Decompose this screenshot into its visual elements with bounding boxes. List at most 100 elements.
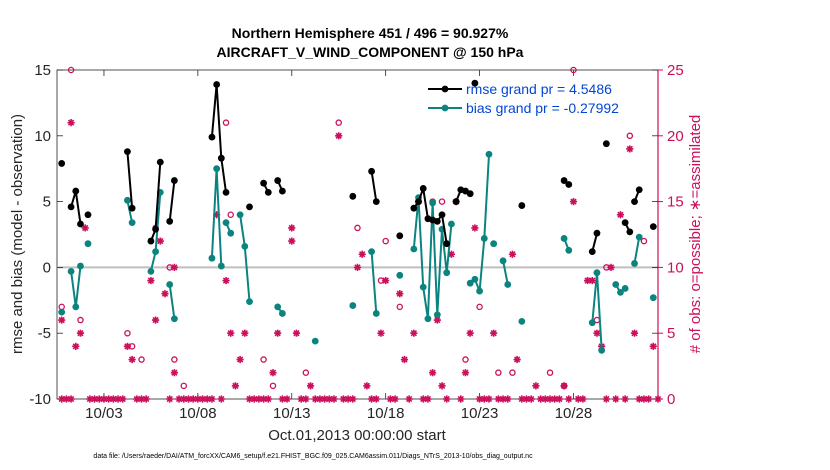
obs-assimilated-marker (255, 395, 263, 403)
obs-assimilated-marker (400, 355, 409, 364)
obs-assimilated-marker (213, 211, 221, 219)
obs-assimilated-marker (583, 276, 592, 285)
obs-possible-marker (476, 303, 483, 311)
rmse-point (433, 217, 441, 225)
rmse-point (58, 160, 66, 167)
obs-assimilated-marker (175, 395, 183, 403)
obs-assimilated-marker (654, 395, 662, 403)
obs-assimilated-marker (274, 329, 282, 337)
rmse-point (208, 133, 216, 141)
obs-assimilated-marker (429, 369, 437, 377)
obs-assimilated-marker (288, 224, 296, 232)
obs-assimilated-marker (180, 395, 188, 403)
obs-assimilated-marker (466, 329, 474, 337)
obs-assimilated-marker (194, 395, 202, 403)
obs-assimilated-marker (349, 395, 357, 403)
rmse-point (466, 190, 474, 198)
rmse-point (621, 219, 629, 227)
obs-assimilated-marker (344, 395, 352, 403)
rmse-point (264, 188, 272, 196)
obs-assimilated-marker (386, 395, 394, 403)
obs-possible-marker (77, 316, 84, 324)
obs-assimilated-marker (316, 395, 324, 403)
obs-possible-marker (438, 198, 446, 205)
obs-assimilated-marker (217, 395, 225, 403)
obs-assimilated-marker (574, 395, 582, 403)
obs-assimilated-marker (152, 316, 160, 324)
bias-point (246, 298, 253, 306)
bias-point (349, 302, 357, 309)
obs-assimilated-marker (306, 382, 315, 390)
bias-point (480, 235, 488, 242)
y-right-tick-label: 0 (667, 391, 675, 408)
bias-point (84, 240, 92, 248)
rmse-point (438, 211, 446, 219)
y-tick-label: 0 (43, 259, 51, 276)
obs-assimilated-marker (635, 395, 643, 403)
obs-assimilated-marker (105, 395, 113, 403)
obs-assimilated-marker (166, 395, 174, 403)
rmse-point (443, 240, 451, 248)
rmse-point (152, 225, 160, 233)
obs-assimilated-marker (555, 395, 563, 403)
obs-assimilated-marker (278, 395, 286, 403)
obs-assimilated-marker (90, 395, 99, 403)
obs-assimilated-marker (447, 250, 456, 258)
chart-title-line1: Northern Hemisphere 451 / 496 = 90.927% (232, 25, 509, 41)
obs-assimilated-marker (203, 395, 211, 403)
obs-possible-marker (509, 369, 516, 376)
obs-assimilated-marker (508, 250, 517, 258)
obs-assimilated-marker (377, 329, 385, 337)
y-right-tick-label: 15 (667, 194, 684, 211)
bias-point (560, 235, 568, 242)
rmse-point (156, 158, 164, 166)
obs-assimilated-marker (189, 395, 197, 403)
obs-assimilated-marker (645, 395, 653, 403)
obs-assimilated-marker (119, 395, 127, 403)
obs-assimilated-marker (288, 237, 296, 245)
obs-assimilated-marker (269, 369, 277, 377)
bias-point (217, 262, 225, 270)
bias-point (67, 267, 75, 275)
bias-point (429, 199, 437, 207)
obs-assimilated-marker (363, 382, 371, 390)
obs-assimilated-marker (626, 145, 634, 153)
obs-assimilated-marker (396, 290, 404, 298)
rmse-point (217, 154, 225, 162)
bias-point (147, 267, 155, 275)
obs-possible-marker (462, 356, 469, 363)
rmse-point (649, 223, 657, 231)
obs-assimilated-marker (81, 224, 89, 232)
obs-assimilated-marker (532, 382, 540, 390)
obs-assimilated-marker (321, 395, 329, 403)
bias-point (213, 165, 221, 173)
obs-assimilated-marker (241, 329, 249, 337)
obs-assimilated-marker (367, 395, 376, 403)
obs-assimilated-marker (114, 395, 122, 403)
obs-assimilated-marker (537, 395, 545, 403)
bias-point (443, 269, 451, 277)
obs-possible-marker (335, 119, 342, 126)
data-file-footnote: data file: /Users/raeder/DAI/ATM_forcXX/… (93, 453, 533, 460)
bias-point (77, 262, 84, 270)
obs-assimilated-marker (147, 276, 155, 285)
obs-assimilated-marker (335, 132, 343, 140)
obs-assimilated-marker (513, 355, 521, 364)
y-axis-right-label: # of obs: o=possible; ∗=assimilated (687, 115, 704, 354)
obs-possible-marker (570, 66, 577, 74)
obs-assimilated-marker (227, 329, 235, 337)
obs-possible-marker (302, 369, 310, 376)
obs-assimilated-marker (433, 316, 441, 324)
bias-point (466, 279, 474, 287)
y-axis-label: rmse and bias (model - observation) (9, 114, 26, 354)
obs-assimilated-marker (123, 342, 132, 350)
obs-assimilated-marker (250, 395, 258, 403)
obs-assimilated-marker (67, 119, 75, 127)
obs-assimilated-marker (133, 395, 141, 403)
obs-assimilated-marker (330, 395, 338, 403)
obs-possible-marker (124, 329, 131, 337)
obs-assimilated-marker (438, 382, 446, 390)
x-tick-label: 10/03 (85, 405, 123, 422)
legend: rmse grand pr = 4.5486 bias grand pr = -… (428, 81, 619, 116)
obs-assimilated-marker (259, 395, 268, 403)
